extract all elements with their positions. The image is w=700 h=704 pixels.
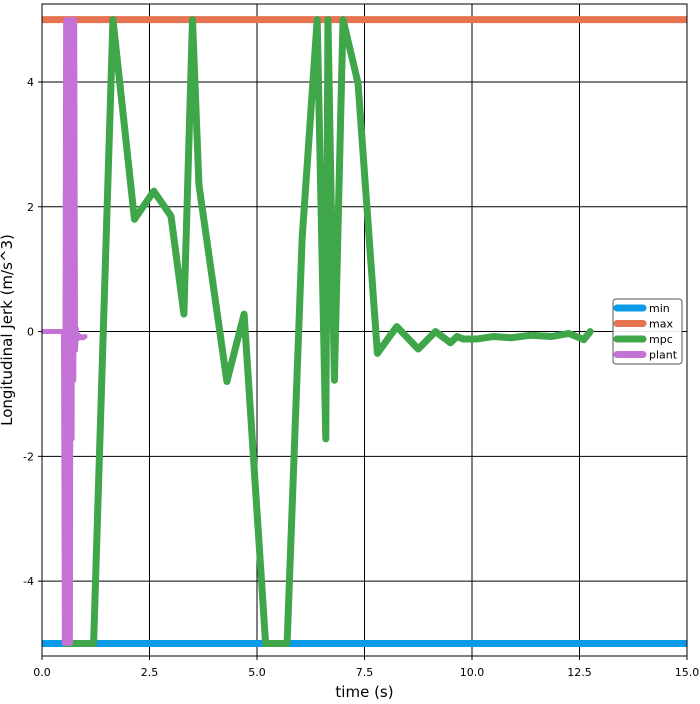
x-axis-title: time (s)	[335, 683, 393, 700]
series-layer	[42, 16, 687, 648]
x-tick-label: 7.5	[356, 666, 374, 679]
y-tick-label: -2	[23, 450, 34, 463]
legend-label-min: min	[649, 302, 670, 315]
x-tick-label: 12.5	[567, 666, 592, 679]
tick-labels: 0.0 2.5 5.0 7.5 10.0 12.5 15.0 -4 -2 0 2 4	[23, 76, 699, 679]
legend-box	[612, 298, 683, 365]
y-tick-label: -4	[23, 575, 34, 588]
x-tick-label: 0.0	[33, 666, 51, 679]
x-tick-label: 15.0	[675, 666, 700, 679]
y-axis-title: Longitudinal Jerk (m/s^3)	[0, 234, 16, 426]
legend-label-max: max	[649, 318, 673, 331]
x-tick-label: 5.0	[248, 666, 266, 679]
legend-label-plant: plant	[649, 349, 678, 362]
y-tick-label: 4	[27, 76, 34, 89]
x-tick-label: 10.0	[460, 666, 485, 679]
series-line-plant	[42, 17, 88, 647]
legend: min max mpc plant	[612, 298, 683, 365]
y-tick-label: 0	[27, 326, 34, 339]
legend-label-mpc: mpc	[649, 333, 673, 346]
series-line-mpc	[62, 16, 594, 648]
y-tick-label: 2	[27, 201, 34, 214]
x-tick-label: 2.5	[141, 666, 159, 679]
